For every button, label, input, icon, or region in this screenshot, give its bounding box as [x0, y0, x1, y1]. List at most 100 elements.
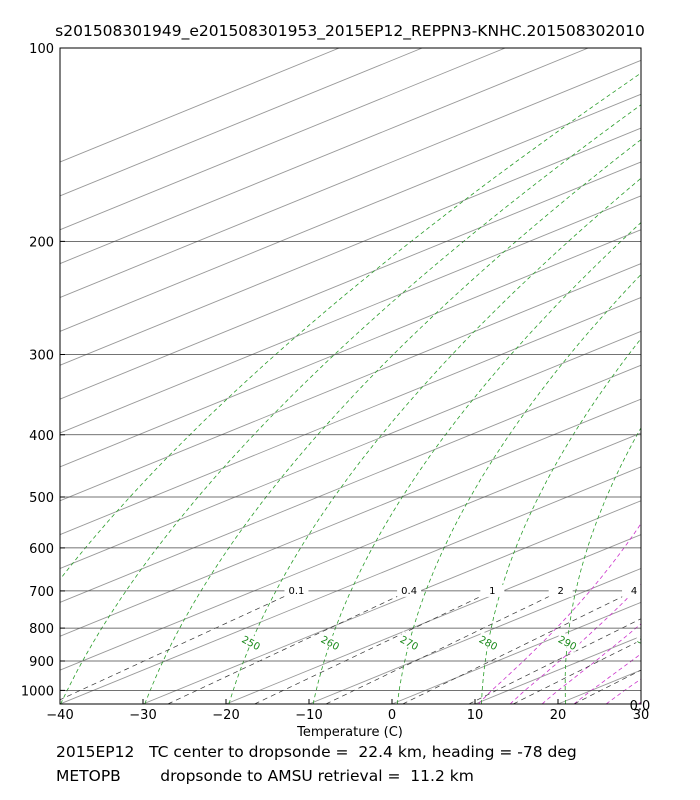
isotherm: [60, 364, 641, 603]
mixing-ratio-label-bg: [685, 585, 700, 597]
x-tick-label: −30: [129, 708, 156, 723]
isotherm: [60, 330, 641, 569]
isotherm: [60, 48, 506, 231]
y-tick-label: 800: [29, 622, 54, 637]
isotherm: [60, 127, 641, 366]
isotherm: [308, 568, 641, 704]
mixing-ratio-label-bg: [397, 584, 422, 597]
isotherm: [60, 466, 641, 704]
y-tick-label: 1000: [21, 684, 54, 699]
isotherm-grid: [60, 48, 641, 704]
mixing-ratio-label-bg: [480, 584, 505, 597]
dry-adiabat: [60, 104, 641, 704]
isotherm: [60, 195, 641, 434]
isotherm: [557, 669, 641, 704]
mixing-ratio-line: [402, 590, 635, 704]
isotherm: [60, 48, 589, 265]
isotherm: [60, 59, 641, 298]
plot-frame: [59, 47, 642, 705]
chart-title: s201508301949_e201508301953_2015EP12_REP…: [55, 22, 645, 40]
x-tick-label: 10: [467, 708, 484, 723]
isotherm: [142, 500, 641, 704]
isotherm: [60, 48, 423, 197]
mixing-ratio-label: 0.1: [289, 586, 305, 597]
moist-adiabat: [605, 678, 641, 704]
x-tick-label: −40: [46, 708, 73, 723]
isobar-grid: [60, 48, 641, 691]
x-tick-label: 0: [388, 708, 396, 723]
mixing-ratio-line: [573, 669, 641, 704]
sounding-series: [643, 48, 700, 686]
footer-line-1: 2015EP12 TC center to dropsonde = 22.4 k…: [56, 743, 577, 761]
mixing-ratio-grid: [60, 590, 641, 704]
isotherm: [60, 398, 641, 637]
moist-adiabat-grid: [478, 241, 700, 704]
x-tick-label: −20: [212, 708, 239, 723]
mixing-ratio-label: 2: [557, 586, 563, 597]
isotherm: [60, 161, 641, 400]
moist-adiabat: [671, 241, 700, 704]
y-tick-label: 900: [29, 655, 54, 670]
dry-adiabat-label-bg: [318, 631, 344, 653]
mixing-ratio-label: 0.4: [401, 586, 417, 597]
moist-adiabat: [509, 583, 641, 704]
x-axis-label: Temperature (C): [296, 725, 403, 740]
x-tick-label: −10: [295, 708, 322, 723]
y-tick-label: 100: [29, 42, 54, 57]
isotherm: [474, 635, 641, 704]
mixing-ratio-line: [254, 590, 493, 704]
mixing-ratio-line: [60, 590, 297, 701]
dry-adiabat-label: 300: [635, 635, 657, 654]
sounding-line-2: [648, 593, 700, 682]
sounding-line-3: [643, 593, 700, 686]
isotherm: [640, 703, 641, 704]
dry-adiabat: [646, 48, 700, 704]
isotherm: [60, 263, 641, 502]
dry-adiabat: [564, 427, 641, 704]
y-tick-label: 400: [29, 429, 54, 444]
mixing-ratio-label: 4: [631, 586, 637, 597]
y-tick-label: 700: [29, 585, 54, 600]
corner-label: 0.0: [630, 699, 651, 714]
mixing-ratio-label-bg: [548, 584, 573, 597]
isotherm: [60, 93, 641, 332]
dry-adiabat: [228, 177, 641, 704]
y-tick-label: 500: [29, 491, 54, 506]
isotherm: [60, 296, 641, 536]
dry-adiabat-label-bg: [555, 631, 581, 653]
y-tick-label: 600: [29, 542, 54, 557]
mixing-ratio-line: [167, 590, 410, 704]
moist-adiabat: [478, 522, 641, 704]
dry-adiabat-label-bg: [397, 631, 423, 653]
y-tick-label: 300: [29, 348, 54, 363]
moist-adiabat: [573, 653, 641, 704]
x-axis: −40 −30 −20 −10 0 10 20 30: [46, 699, 649, 723]
mixing-ratio-line: [468, 618, 641, 704]
x-tick-label: 20: [550, 708, 567, 723]
dry-adiabat: [60, 72, 641, 580]
mixing-ratio-label: 1: [489, 586, 495, 597]
dry-adiabat: [481, 337, 641, 704]
isotherm: [60, 432, 641, 671]
footer-line-2: METOPB dropsonde to AMSU retrieval = 11.…: [56, 767, 474, 785]
mixing-ratio-line: [513, 639, 641, 704]
dry-adiabat-label-bg: [239, 631, 265, 653]
dry-adiabat-label-bg: [476, 631, 502, 653]
isotherm: [225, 534, 641, 704]
isotherm: [60, 48, 340, 163]
dry-adiabat: [312, 222, 641, 704]
y-axis: 100 200 300 400 500 600 700 800 900 1000: [21, 42, 65, 699]
grid-labels: 0.10.41247101681216202428322502602702802…: [239, 584, 700, 654]
dry-adiabat-grid: [60, 48, 700, 704]
y-tick-label: 200: [29, 235, 54, 250]
skewt-chart: 0.10.41247101681216202428322502602702802…: [21, 42, 700, 740]
mixing-ratio-label: 7: [694, 586, 700, 597]
dry-adiabat: [396, 273, 641, 704]
x-tick-label: 30: [633, 708, 650, 723]
moist-adiabat: [638, 701, 641, 704]
mixing-ratio-line: [325, 590, 561, 704]
mixing-ratio-label-bg: [622, 584, 641, 597]
isotherm: [60, 229, 641, 468]
mixing-ratio-label-bg: [284, 584, 309, 597]
